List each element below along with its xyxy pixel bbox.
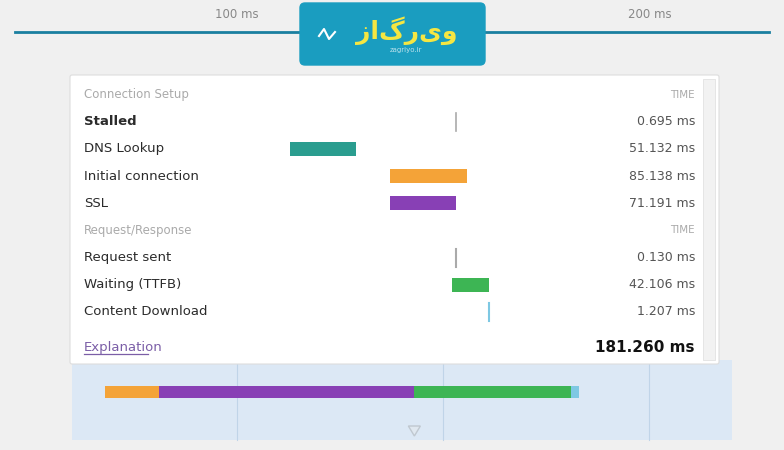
Text: TIME: TIME	[670, 90, 695, 99]
Bar	[290, 142, 356, 156]
Text: Initial connection: Initial connection	[84, 170, 199, 183]
Text: Waiting (TTFB): Waiting (TTFB)	[84, 278, 181, 291]
Text: زاگریو: زاگریو	[356, 17, 457, 45]
Bar	[703, 79, 715, 360]
Text: 181.260 ms: 181.260 ms	[596, 340, 695, 355]
Text: TIME: TIME	[670, 225, 695, 235]
Text: 0.695 ms: 0.695 ms	[637, 115, 695, 128]
Text: Request/Response: Request/Response	[84, 224, 193, 237]
Polygon shape	[408, 426, 420, 436]
Bar	[415, 386, 571, 398]
Bar	[390, 169, 467, 183]
Bar	[571, 386, 579, 398]
FancyBboxPatch shape	[70, 75, 719, 364]
Text: Request sent: Request sent	[84, 251, 171, 264]
Text: 200 ms: 200 ms	[628, 8, 671, 21]
Bar	[390, 196, 456, 210]
Bar	[72, 360, 732, 440]
Text: 100 ms: 100 ms	[215, 8, 259, 21]
Bar	[452, 278, 489, 292]
Text: DNS Lookup: DNS Lookup	[84, 143, 164, 155]
Text: 51.132 ms: 51.132 ms	[629, 143, 695, 155]
Text: 0.130 ms: 0.130 ms	[637, 251, 695, 264]
Text: SSL: SSL	[84, 197, 108, 210]
Text: Stalled: Stalled	[84, 115, 136, 128]
Text: Explanation: Explanation	[84, 341, 163, 354]
FancyBboxPatch shape	[300, 3, 485, 65]
Text: Connection Setup: Connection Setup	[84, 88, 189, 101]
Text: 150 ms: 150 ms	[422, 8, 465, 21]
Text: Content Download: Content Download	[84, 305, 208, 318]
Text: 71.191 ms: 71.191 ms	[629, 197, 695, 210]
Text: 42.106 ms: 42.106 ms	[629, 278, 695, 291]
Bar	[158, 386, 415, 398]
Text: 85.138 ms: 85.138 ms	[629, 170, 695, 183]
Text: zagriyo.ir: zagriyo.ir	[390, 47, 423, 53]
Bar	[105, 386, 158, 398]
Text: 1.207 ms: 1.207 ms	[637, 305, 695, 318]
